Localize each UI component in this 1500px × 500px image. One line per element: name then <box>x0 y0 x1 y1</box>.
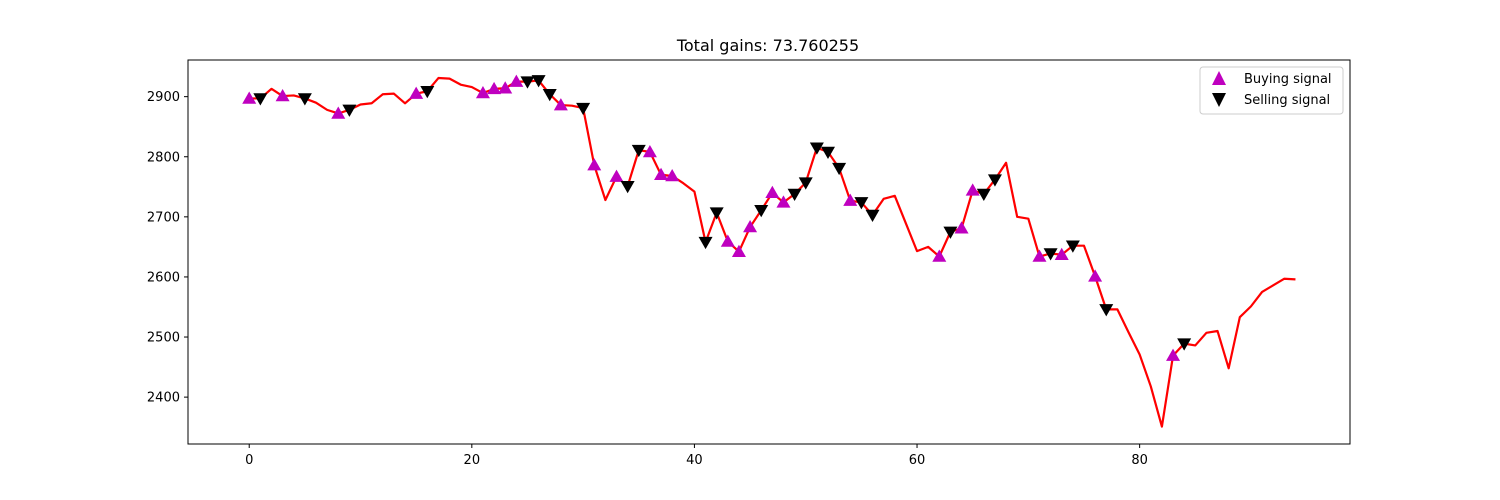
buy-signal-marker <box>331 106 346 119</box>
sell-signal-marker <box>1065 240 1080 253</box>
y-tick-label: 2900 <box>147 90 180 105</box>
sell-signal-marker <box>809 142 824 155</box>
y-axis: 2400 2500 2600 2700 2800 2900 <box>147 90 188 406</box>
buy-signal-marker <box>932 249 947 262</box>
buy-signal-marker <box>475 86 490 99</box>
sell-signal-marker <box>520 76 535 89</box>
x-tick-label: 80 <box>1131 453 1148 468</box>
sell-signal-marker <box>631 144 646 158</box>
sell-signal-marker <box>820 146 835 159</box>
buy-signal-marker <box>242 91 257 104</box>
buy-signal-marker <box>553 98 568 111</box>
sell-signal-marker <box>1099 304 1114 317</box>
sell-signal-marker <box>976 188 991 202</box>
buy-signal-marker <box>654 167 669 181</box>
x-tick-label: 20 <box>464 453 481 468</box>
sell-signal-marker <box>754 204 769 218</box>
buy-signal-marker <box>720 234 735 247</box>
sell-signal-marker <box>620 180 635 194</box>
sell-signal-marker <box>576 102 591 116</box>
x-axis: 0 20 40 60 80 <box>245 444 1148 468</box>
y-tick-label: 2400 <box>147 391 180 406</box>
buy-signal-marker <box>1088 269 1103 282</box>
y-tick-label: 2800 <box>147 150 180 165</box>
buy-signal-marker <box>642 144 657 158</box>
legend-sell-label: Selling signal <box>1244 93 1330 108</box>
buy-signal-marker <box>776 195 791 208</box>
plot-frame <box>187 59 1351 445</box>
buy-signal-marker <box>1054 247 1069 260</box>
buy-signal-marker <box>665 168 680 182</box>
sell-signal-marker <box>787 188 802 202</box>
buy-signal-marker <box>731 244 746 257</box>
y-tick-label: 2600 <box>147 270 180 285</box>
sell-signal-marker <box>865 209 880 223</box>
sell-signal-marker <box>542 89 557 102</box>
chart-title: Total gains: 73.760255 <box>676 36 859 55</box>
buy-signal-marker <box>765 185 780 199</box>
buy-signal-marker <box>609 169 624 182</box>
sell-signal-marker <box>342 104 357 117</box>
buy-signal-marker <box>587 158 602 171</box>
buy-signal-marker <box>843 193 858 206</box>
legend-box <box>1199 66 1344 115</box>
buy-signal-marker <box>1166 348 1181 361</box>
plot-area <box>242 74 1296 428</box>
buy-signal-marker <box>954 221 969 234</box>
buy-signal-marker <box>487 81 502 95</box>
buy-signal-marker <box>509 74 524 87</box>
legend-buy-marker <box>1212 71 1226 85</box>
buy-signal-marker <box>743 220 758 233</box>
buy-signal-marker <box>275 89 290 102</box>
buy-signal-marker <box>1032 249 1047 262</box>
sell-signal-marker <box>943 226 958 239</box>
sell-signal-marker <box>832 162 847 176</box>
sell-signal-marker <box>698 236 713 250</box>
sell-signal-marker <box>253 93 268 106</box>
sell-signal-marker <box>297 93 312 106</box>
x-tick-label: 40 <box>686 453 703 468</box>
y-tick-label: 2700 <box>147 210 180 225</box>
legend-buy-label: Buying signal <box>1244 72 1332 87</box>
x-tick-label: 60 <box>909 453 926 468</box>
sell-signal-marker <box>709 207 724 220</box>
sell-signal-marker <box>854 197 869 210</box>
sell-signal-marker <box>987 174 1002 187</box>
x-tick-label: 0 <box>245 453 253 468</box>
sell-signal-marker <box>420 85 435 99</box>
sell-signal-marker <box>1177 338 1192 351</box>
y-tick-label: 2500 <box>147 331 180 346</box>
buy-signal-marker <box>498 81 513 94</box>
buy-signal-marker <box>965 183 980 196</box>
legend-sell-marker <box>1212 93 1226 107</box>
sell-signal-marker <box>1043 248 1058 261</box>
buy-signal-marker <box>409 86 424 99</box>
legend: Buying signal Selling signal <box>1199 66 1344 115</box>
sell-signal-marker <box>798 177 813 190</box>
close-price-line <box>249 76 1296 428</box>
sell-signal-marker <box>531 75 546 88</box>
